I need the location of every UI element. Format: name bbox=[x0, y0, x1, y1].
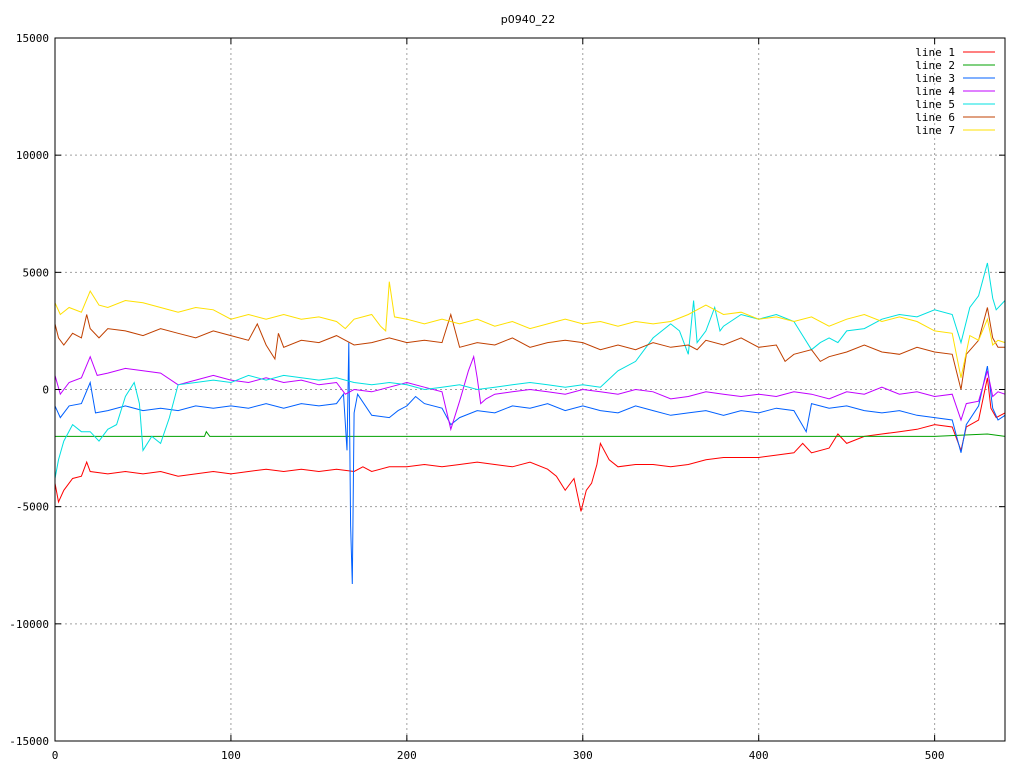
x-tick-label: 500 bbox=[925, 749, 945, 762]
legend-label: line 4 bbox=[915, 85, 955, 98]
plot-series bbox=[54, 262, 1006, 585]
legend-label: line 6 bbox=[915, 111, 955, 124]
y-tick-label: 0 bbox=[42, 384, 49, 397]
legend-label: line 7 bbox=[915, 124, 955, 137]
series-line-5 bbox=[54, 262, 1006, 479]
legend-label: line 2 bbox=[915, 59, 955, 72]
legend-label: line 5 bbox=[915, 98, 955, 111]
y-tick-label: -10000 bbox=[9, 618, 49, 631]
y-tick-label: 5000 bbox=[23, 266, 50, 279]
series-line-4 bbox=[54, 354, 1006, 432]
series-line-7 bbox=[54, 281, 1006, 378]
series-line-3 bbox=[54, 342, 1006, 585]
chart-title: p0940_22 bbox=[501, 13, 555, 26]
axis-ticks: 0 100 200 300 400 500 -15000 -10000 -5000 0 5000 10… bbox=[9, 32, 1005, 762]
y-tick-label: 10000 bbox=[16, 149, 49, 162]
series-line-1 bbox=[54, 377, 1006, 512]
x-tick-label: 200 bbox=[397, 749, 417, 762]
x-tick-label: 400 bbox=[749, 749, 769, 762]
legend-label: line 1 bbox=[915, 46, 955, 59]
grid-lines bbox=[55, 38, 1005, 741]
series-line-2 bbox=[55, 430, 1006, 437]
y-tick-label: 15000 bbox=[16, 32, 49, 45]
y-tick-label: -15000 bbox=[9, 735, 49, 748]
x-tick-label: 100 bbox=[221, 749, 241, 762]
x-tick-label: 300 bbox=[573, 749, 593, 762]
legend-label: line 3 bbox=[915, 72, 955, 85]
y-tick-label: -5000 bbox=[16, 501, 49, 514]
series-line-6 bbox=[54, 307, 1005, 390]
x-tick-label: 0 bbox=[52, 749, 59, 762]
